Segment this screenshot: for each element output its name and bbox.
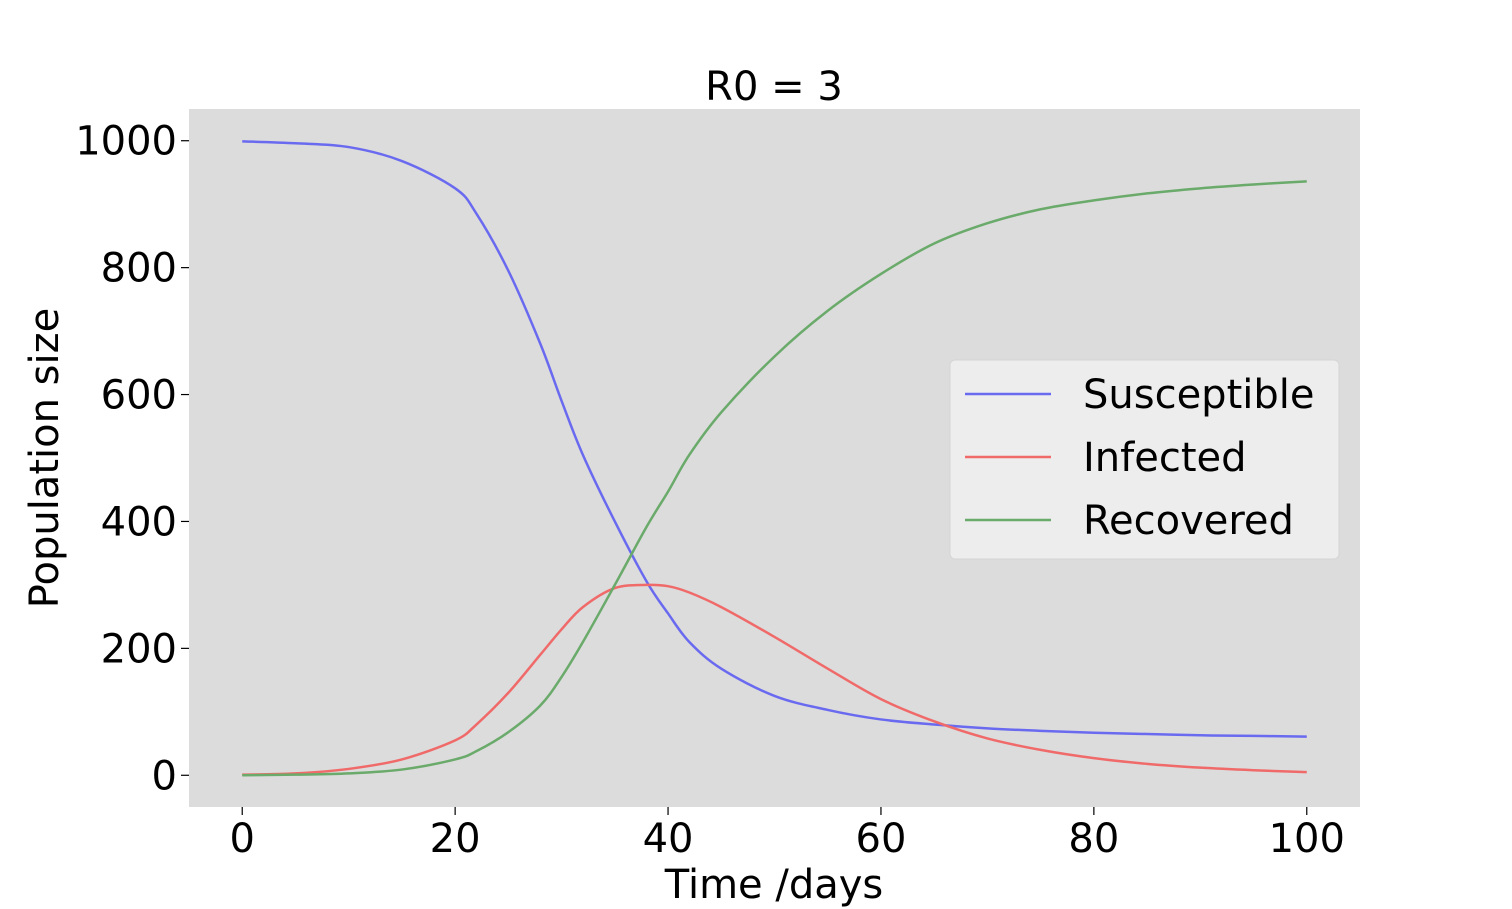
legend-box xyxy=(949,359,1340,560)
series-line-infected xyxy=(242,583,1307,776)
x-tick-label: 0 xyxy=(230,816,255,862)
legend-label-infected: Infected xyxy=(1083,435,1247,481)
y-tick-label: 600 xyxy=(101,373,177,419)
y-axis-label: Population size xyxy=(22,308,68,608)
series-line-susceptible xyxy=(242,140,1307,738)
x-tick-label: 60 xyxy=(856,816,907,862)
x-tick-label: 80 xyxy=(1068,816,1119,862)
series-layer xyxy=(242,140,1307,777)
x-tick-label: 40 xyxy=(643,816,694,862)
legend-label-recovered: Recovered xyxy=(1083,498,1294,544)
y-axis-ticks: 0 200 400 600 800 1000 xyxy=(75,119,189,799)
chart-title: R0 = 3 xyxy=(705,64,843,110)
x-tick-label: 20 xyxy=(430,816,481,862)
legend-label-susceptible: Susceptible xyxy=(1083,372,1314,418)
y-tick-label: 200 xyxy=(101,626,177,672)
y-tick-label: 1000 xyxy=(75,119,177,165)
x-axis-ticks: 0 20 40 60 80 100 xyxy=(230,807,1345,862)
y-tick-label: 400 xyxy=(101,499,177,545)
x-tick-label: 100 xyxy=(1269,816,1345,862)
x-axis-label: Time /days xyxy=(664,862,884,908)
y-tick-label: 800 xyxy=(101,246,177,292)
y-tick-label: 0 xyxy=(152,753,177,799)
legend: Susceptible Infected Recovered xyxy=(949,359,1340,560)
series-line-recovered xyxy=(242,180,1307,777)
